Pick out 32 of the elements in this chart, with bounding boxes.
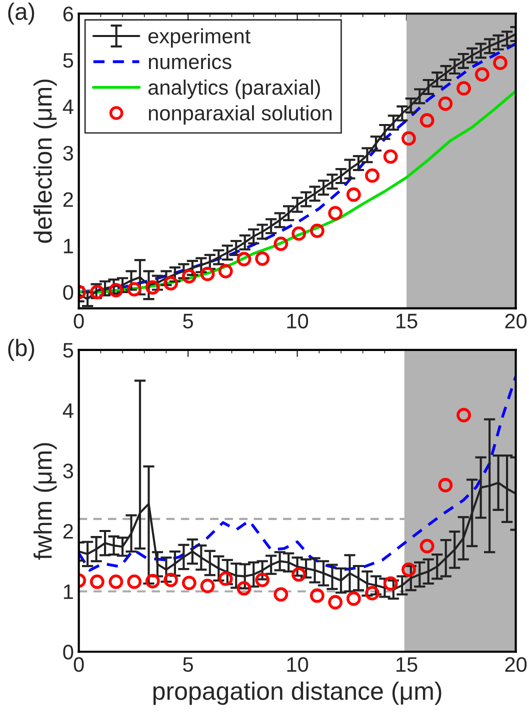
y-tick-label: 5 [63,343,74,358]
y-tick-label: 4 [62,100,74,114]
text: (a) [8,2,34,25]
x-tick-label: 0 [74,657,84,672]
y-tick-label: 0 [63,644,74,660]
x-tick-label: 15 [396,314,418,328]
x-tick-label: 5 [183,657,193,672]
x-tick-label: 0 [74,314,84,328]
y-tick-label: 3 [63,464,74,478]
y-tick-label: 5 [63,53,74,68]
y-tick-label: 3 [63,146,74,161]
y-tick-label: 1 [64,238,73,254]
x-tick-label: 5 [183,314,193,328]
y-tick-label: 1 [64,584,73,599]
legend-label: numerics [148,54,232,70]
legend-label: analytics (paraxial) [148,80,320,99]
legend-label: nonparaxial solution [148,105,332,125]
y-axis-title: deflection (μm) [34,80,57,243]
x-tick-label: 10 [287,314,308,328]
legend-label: experiment [148,28,250,48]
x-tick-label: 15 [396,657,418,672]
x-axis-title: propagation distance (μm) [153,682,442,705]
y-tick-label: 2 [63,524,73,539]
x-tick-label: 10 [287,657,308,672]
y-axis-title: fwhm (μm) [34,443,57,560]
text: (b) [8,338,34,361]
y-tick-label: 0 [63,285,74,300]
x-tick-label: 20 [505,314,527,328]
y-tick-label: 2 [63,192,73,207]
x-tick-label: 20 [505,657,527,672]
y-tick-label: 4 [62,403,74,418]
y-tick-label: 6 [63,6,74,22]
